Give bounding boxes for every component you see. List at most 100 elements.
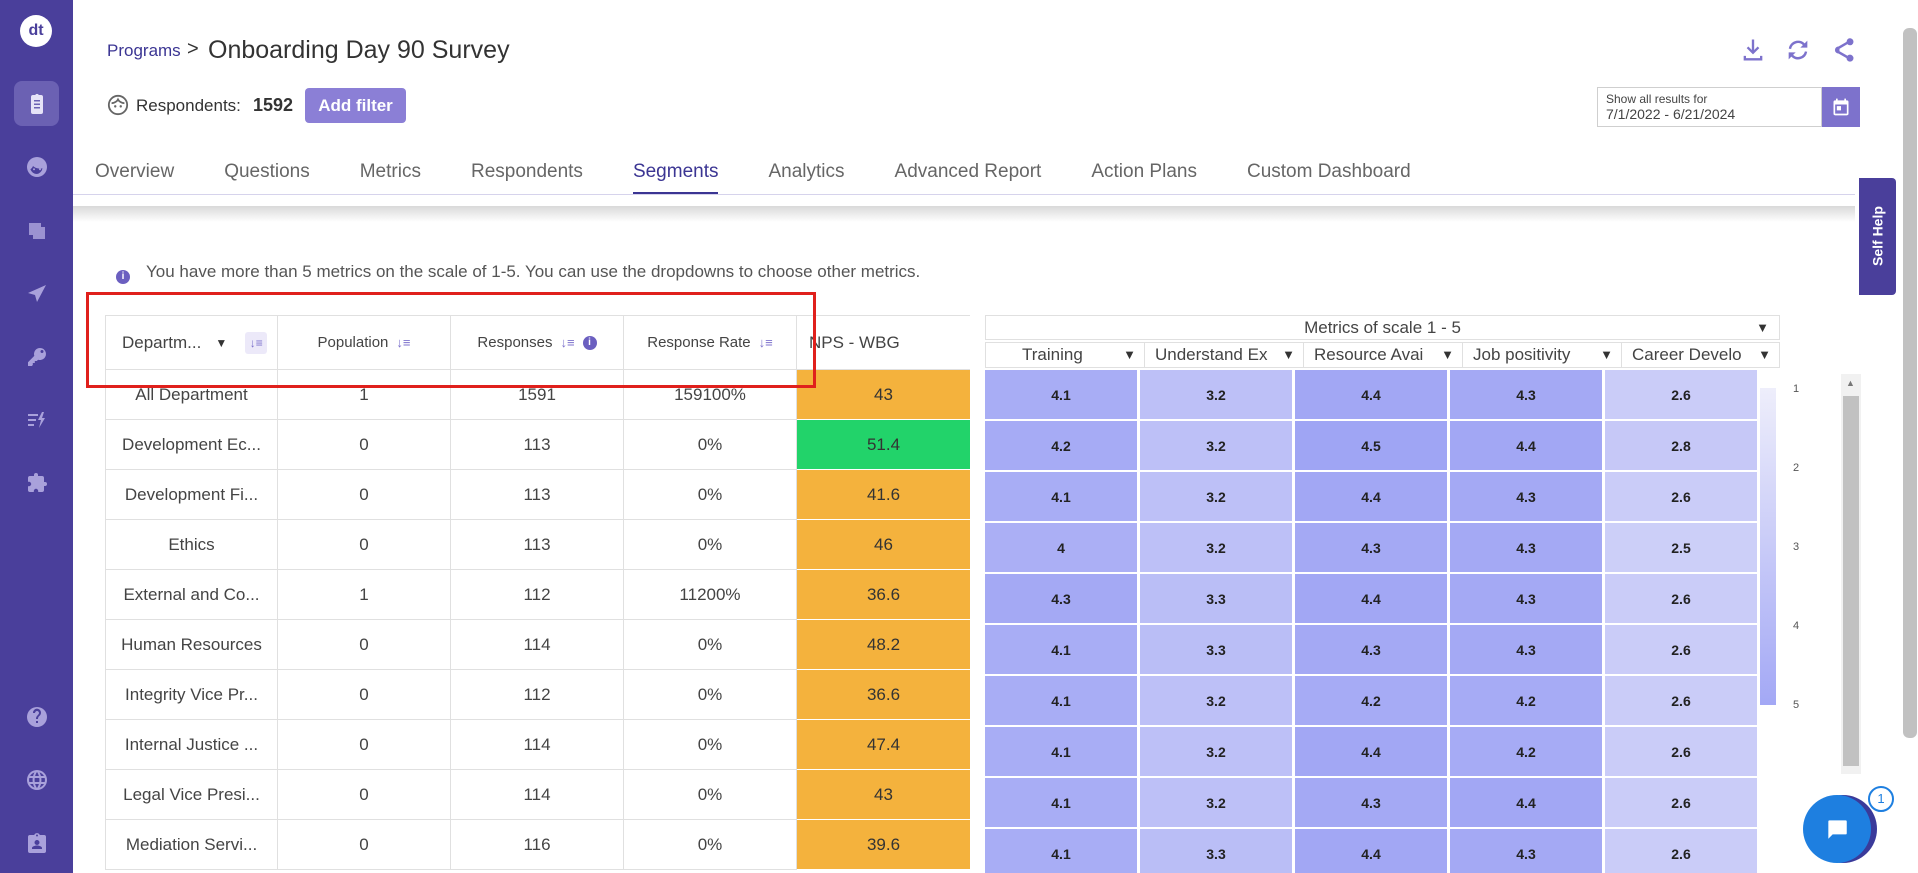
heatmap-cell[interactable]: 4.3 <box>1450 523 1602 572</box>
caret-down-icon[interactable]: ▼ <box>215 335 228 350</box>
metric-dropdown-training[interactable]: Training ▼ <box>985 342 1144 368</box>
metric-dropdown-job-positivity[interactable]: Job positivity ▼ <box>1462 342 1621 368</box>
tab-metrics[interactable]: Metrics <box>359 161 421 182</box>
population-column-header[interactable]: Population ↓≡ <box>278 315 451 370</box>
tab-action-plans[interactable]: Action Plans <box>1091 161 1197 182</box>
tab-respondents[interactable]: Respondents <box>470 161 583 182</box>
heatmap-cell[interactable]: 3.3 <box>1140 829 1292 873</box>
respondents-nav-item[interactable] <box>14 144 59 189</box>
tab-overview[interactable]: Overview <box>95 161 175 182</box>
heatmap-cell[interactable]: 4.3 <box>1450 625 1602 674</box>
dt-logo[interactable]: dt <box>20 15 52 47</box>
heatmap-cell[interactable]: 3.3 <box>1140 625 1292 674</box>
heatmap-cell[interactable]: 3.2 <box>1140 523 1292 572</box>
heatmap-cell[interactable]: 4.4 <box>1295 472 1447 521</box>
metric-dropdown-resource[interactable]: Resource Avai ▼ <box>1303 342 1462 368</box>
heatmap-cell[interactable]: 4.4 <box>1295 727 1447 776</box>
heatmap-cell[interactable]: 3.2 <box>1140 778 1292 827</box>
caret-down-icon[interactable]: ▼ <box>1756 320 1769 335</box>
heatmap-cell[interactable]: 4.4 <box>1450 778 1602 827</box>
help-nav-item[interactable] <box>14 694 59 739</box>
tab-custom-dashboard[interactable]: Custom Dashboard <box>1246 161 1411 182</box>
heatmap-cell[interactable]: 4.1 <box>985 727 1137 776</box>
page-scrollbar-thumb[interactable] <box>1903 28 1917 738</box>
metric-dropdown-career[interactable]: Career Develo ▼ <box>1621 342 1780 368</box>
surveys-nav-item[interactable] <box>14 81 59 126</box>
self-help-button[interactable]: Self Help <box>1859 178 1896 295</box>
download-button[interactable] <box>1739 36 1767 64</box>
heatmap-cell[interactable]: 3.2 <box>1140 370 1292 419</box>
tab-questions[interactable]: Questions <box>224 161 310 182</box>
tab-segments[interactable]: Segments <box>632 158 719 194</box>
heatmap-cell[interactable]: 4.3 <box>1295 523 1447 572</box>
heatmap-cell[interactable]: 4.1 <box>985 370 1137 419</box>
heatmap-cell[interactable]: 4.3 <box>1295 778 1447 827</box>
heatmap-cell[interactable]: 2.6 <box>1605 829 1757 873</box>
language-nav-item[interactable] <box>14 757 59 802</box>
table-row[interactable]: Internal Justice ... 0 114 0% 47.4 <box>105 720 970 770</box>
table-row[interactable]: Development Fi... 0 113 0% 41.6 <box>105 470 970 520</box>
heatmap-cell[interactable]: 2.6 <box>1605 574 1757 623</box>
department-column-header[interactable]: Departm... ▼ ↓≡ <box>105 315 278 370</box>
metric-dropdown-understand[interactable]: Understand Ex ▼ <box>1144 342 1303 368</box>
heatmap-cell[interactable]: 4.1 <box>985 778 1137 827</box>
responses-column-header[interactable]: Responses ↓≡ i <box>451 315 624 370</box>
metrics-group-header[interactable]: Metrics of scale 1 - 5 ▼ <box>985 315 1780 340</box>
breadcrumb-programs-link[interactable]: Programs <box>107 41 181 60</box>
heatmap-cell[interactable]: 2.6 <box>1605 370 1757 419</box>
access-nav-item[interactable] <box>14 334 59 379</box>
heatmap-cell[interactable]: 4.1 <box>985 625 1137 674</box>
heatmap-cell[interactable]: 4 <box>985 523 1137 572</box>
tab-analytics[interactable]: Analytics <box>768 161 845 182</box>
heatmap-cell[interactable]: 4.3 <box>1295 625 1447 674</box>
profile-nav-item[interactable] <box>14 820 59 865</box>
heatmap-cell[interactable]: 3.2 <box>1140 727 1292 776</box>
table-row[interactable]: Human Resources 0 114 0% 48.2 <box>105 620 970 670</box>
heatmap-cell[interactable]: 2.6 <box>1605 676 1757 725</box>
heatmap-cell[interactable]: 4.3 <box>985 574 1137 623</box>
heatmap-cell[interactable]: 3.2 <box>1140 676 1292 725</box>
table-row[interactable]: Mediation Servi... 0 116 0% 39.6 <box>105 820 970 870</box>
caret-down-icon[interactable]: ▼ <box>1597 343 1613 367</box>
chat-button[interactable] <box>1803 795 1871 863</box>
heatmap-cell[interactable]: 2.6 <box>1605 472 1757 521</box>
share-button[interactable] <box>1829 36 1857 64</box>
table-scrollbar[interactable]: ▲ <box>1841 374 1861 774</box>
page-scrollbar[interactable] <box>1898 28 1918 738</box>
heatmap-cell[interactable]: 2.6 <box>1605 625 1757 674</box>
caret-down-icon[interactable]: ▼ <box>1120 343 1136 367</box>
caret-down-icon[interactable]: ▼ <box>1755 343 1771 367</box>
integrations-nav-item[interactable] <box>14 460 59 505</box>
table-row[interactable]: Ethics 0 113 0% 46 <box>105 520 970 570</box>
heatmap-cell[interactable]: 2.6 <box>1605 727 1757 776</box>
heatmap-cell[interactable]: 4.3 <box>1450 472 1602 521</box>
scroll-up-icon[interactable]: ▲ <box>1846 378 1855 388</box>
heatmap-cell[interactable]: 4.4 <box>1295 829 1447 873</box>
heatmap-cell[interactable]: 4.3 <box>1450 370 1602 419</box>
heatmap-cell[interactable]: 4.2 <box>1450 676 1602 725</box>
info-icon[interactable]: i <box>582 335 597 350</box>
heatmap-cell[interactable]: 4.2 <box>985 421 1137 470</box>
heatmap-cell[interactable]: 4.1 <box>985 676 1137 725</box>
heatmap-cell[interactable]: 4.4 <box>1295 574 1447 623</box>
table-row[interactable]: Development Ec... 0 113 0% 51.4 <box>105 420 970 470</box>
heatmap-cell[interactable]: 3.2 <box>1140 472 1292 521</box>
caret-down-icon[interactable]: ▼ <box>1438 343 1454 367</box>
heatmap-cell[interactable]: 4.5 <box>1295 421 1447 470</box>
table-row[interactable]: Integrity Vice Pr... 0 112 0% 36.6 <box>105 670 970 720</box>
table-row[interactable]: All Department 1 1591 159100% 43 <box>105 370 970 420</box>
date-range-field[interactable]: Show all results for 7/1/2022 - 6/21/202… <box>1597 87 1822 127</box>
heatmap-cell[interactable]: 4.1 <box>985 829 1137 873</box>
heatmap-cell[interactable]: 2.5 <box>1605 523 1757 572</box>
table-scrollbar-thumb[interactable] <box>1843 396 1859 766</box>
heatmap-cell[interactable]: 3.2 <box>1140 421 1292 470</box>
heatmap-cell[interactable]: 4.3 <box>1450 574 1602 623</box>
heatmap-cell[interactable]: 4.2 <box>1450 727 1602 776</box>
dashboards-nav-item[interactable] <box>14 208 59 253</box>
heatmap-cell[interactable]: 2.6 <box>1605 778 1757 827</box>
add-filter-button[interactable]: Add filter <box>305 88 406 123</box>
tab-advanced-report[interactable]: Advanced Report <box>894 161 1042 182</box>
actions-nav-item[interactable] <box>14 397 59 442</box>
heatmap-cell[interactable]: 2.8 <box>1605 421 1757 470</box>
heatmap-cell[interactable]: 4.4 <box>1450 421 1602 470</box>
